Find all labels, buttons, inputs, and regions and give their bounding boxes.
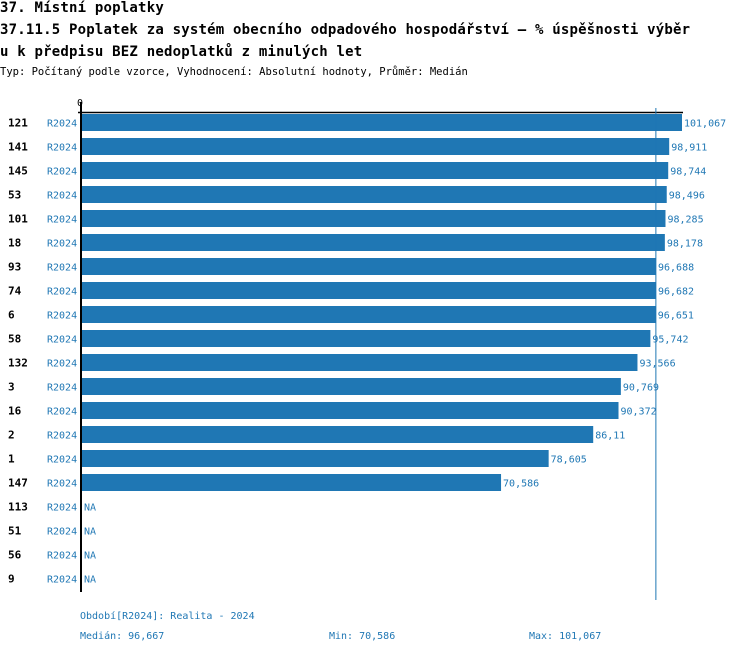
value-label: 93,566 bbox=[639, 359, 675, 370]
series-label: R2024 bbox=[47, 239, 77, 250]
category-label: 51 bbox=[8, 525, 22, 538]
category-label: 113 bbox=[8, 501, 28, 514]
series-label: R2024 bbox=[47, 335, 77, 346]
bar bbox=[82, 450, 549, 467]
value-label: 90,769 bbox=[623, 383, 659, 394]
chart-subtitle: Typ: Počítaný podle vzorce, Vyhodnocení:… bbox=[0, 66, 468, 78]
bar bbox=[82, 474, 502, 491]
value-label: 78,605 bbox=[551, 455, 587, 466]
category-label: 93 bbox=[8, 261, 21, 274]
bar-chart: 0121R2024101,067141R202498,911145R202498… bbox=[8, 98, 726, 600]
category-label: 18 bbox=[8, 237, 21, 250]
series-label: R2024 bbox=[47, 143, 77, 154]
series-label: R2024 bbox=[47, 287, 77, 298]
value-label: 96,682 bbox=[658, 287, 694, 298]
footer-min: Min: 70,586 bbox=[329, 631, 396, 642]
bar bbox=[82, 186, 667, 203]
series-label: R2024 bbox=[47, 527, 77, 538]
series-label: R2024 bbox=[47, 119, 77, 130]
chart-title-line-1: 37.11.5 Poplatek za systém obecního odpa… bbox=[0, 22, 691, 38]
value-label: NA bbox=[84, 575, 96, 586]
bar bbox=[82, 210, 666, 227]
category-label: 58 bbox=[8, 333, 21, 346]
category-label: 2 bbox=[8, 429, 15, 442]
category-label: 16 bbox=[8, 405, 22, 418]
value-label: 98,744 bbox=[670, 167, 706, 178]
value-label: NA bbox=[84, 503, 96, 514]
series-label: R2024 bbox=[47, 455, 77, 466]
category-label: 121 bbox=[8, 117, 28, 130]
series-label: R2024 bbox=[47, 503, 77, 514]
value-label: 86,11 bbox=[595, 431, 625, 442]
category-label: 147 bbox=[8, 477, 28, 490]
series-label: R2024 bbox=[47, 167, 77, 178]
chart-title-line-2: u k předpisu BEZ nedoplatků z minulých l… bbox=[0, 44, 363, 60]
category-label: 53 bbox=[8, 189, 21, 202]
category-label: 1 bbox=[8, 453, 15, 466]
bar bbox=[82, 306, 656, 323]
series-label: R2024 bbox=[47, 311, 77, 322]
value-label: 98,496 bbox=[669, 191, 705, 202]
value-label: 70,586 bbox=[503, 479, 539, 490]
series-label: R2024 bbox=[47, 215, 77, 226]
footer-period: Období[R2024]: Realita - 2024 bbox=[80, 611, 255, 622]
chart-title-section: 37. Místní poplatky bbox=[0, 0, 164, 16]
category-label: 101 bbox=[8, 213, 28, 226]
series-label: R2024 bbox=[47, 431, 77, 442]
footer-max: Max: 101,067 bbox=[529, 631, 602, 642]
bar bbox=[82, 402, 619, 419]
value-label: 98,178 bbox=[667, 239, 703, 250]
category-label: 145 bbox=[8, 165, 28, 178]
bar bbox=[82, 138, 670, 155]
bar bbox=[82, 330, 651, 347]
value-label: 96,651 bbox=[658, 311, 694, 322]
series-label: R2024 bbox=[47, 551, 77, 562]
category-label: 6 bbox=[8, 309, 15, 322]
value-label: 90,372 bbox=[621, 407, 657, 418]
category-label: 141 bbox=[8, 141, 28, 154]
series-label: R2024 bbox=[47, 383, 77, 394]
series-label: R2024 bbox=[47, 407, 77, 418]
value-label: 98,285 bbox=[667, 215, 703, 226]
series-label: R2024 bbox=[47, 263, 77, 274]
series-label: R2024 bbox=[47, 575, 77, 586]
bar bbox=[82, 282, 656, 299]
value-label: 96,688 bbox=[658, 263, 694, 274]
footer-median: Medián: 96,667 bbox=[80, 631, 165, 642]
category-label: 74 bbox=[8, 285, 22, 298]
bar bbox=[82, 378, 621, 395]
value-label: NA bbox=[84, 527, 96, 538]
series-label: R2024 bbox=[47, 479, 77, 490]
series-label: R2024 bbox=[47, 359, 77, 370]
category-label: 3 bbox=[8, 381, 15, 394]
bar bbox=[82, 426, 594, 443]
bar bbox=[82, 258, 657, 275]
bar bbox=[82, 162, 669, 179]
value-label: 95,742 bbox=[652, 335, 688, 346]
category-label: 132 bbox=[8, 357, 28, 370]
bar bbox=[82, 234, 665, 251]
value-label: 98,911 bbox=[671, 143, 707, 154]
value-label: 101,067 bbox=[684, 119, 726, 130]
category-label: 56 bbox=[8, 549, 22, 562]
category-label: 9 bbox=[8, 573, 15, 586]
bar bbox=[82, 354, 638, 371]
bar bbox=[82, 114, 682, 131]
value-label: NA bbox=[84, 551, 96, 562]
series-label: R2024 bbox=[47, 191, 77, 202]
